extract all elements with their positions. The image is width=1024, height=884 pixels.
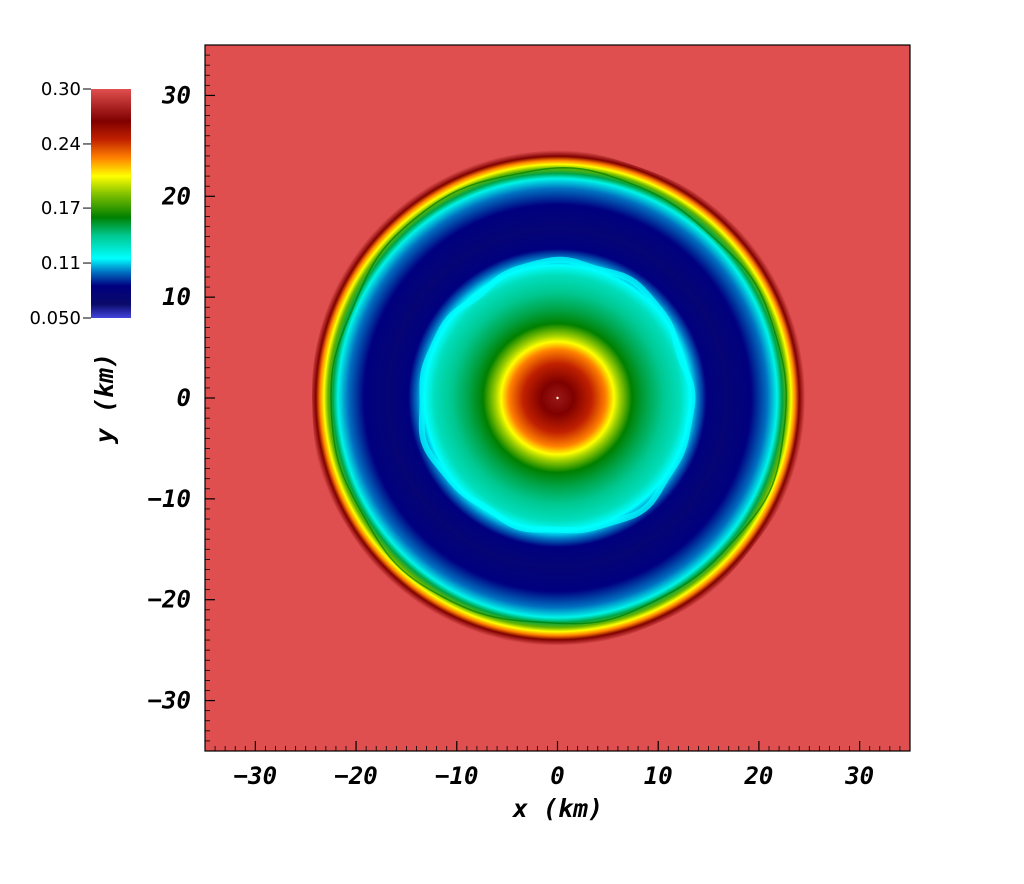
y-axis-ticks: −30 −20 −10 0 10 20 30 [148,81,215,715]
colorbar-gradient [91,89,131,318]
y-axis-title: y (km) [90,353,119,445]
colorbar-tick-label: 0.17 [41,198,81,219]
x-tick-label: 30 [844,762,874,790]
colorbar-tick-label: 0.11 [41,253,81,274]
plot-area: −30 −20 −10 0 10 20 30 −30 −20 −10 0 10 20 30 [148,44,911,790]
x-tick-label: −10 [435,762,478,790]
colorbar-tick-label: 0.24 [41,134,81,155]
x-tick-label: 0 [550,762,564,790]
x-axis-ticks: −30 −20 −10 0 10 20 30 [234,741,874,790]
y-tick-label: −20 [148,586,191,614]
colorbar-tick-label: 0.050 [29,308,81,329]
field-texture [330,167,787,625]
x-tick-label: −20 [334,762,377,790]
x-tick-label: 20 [743,762,773,790]
y-tick-label: −10 [148,485,191,513]
y-tick-label: 10 [162,283,191,311]
y-tick-label: 20 [161,182,191,210]
x-axis-title: x (km) [512,794,603,823]
y-tick-label: 30 [161,81,191,109]
y-tick-label: 0 [177,384,191,412]
minor-ticks [204,44,911,752]
y-tick-label: −30 [148,687,191,715]
colorbar-tick-label: 0.30 [41,79,81,100]
density-field [312,149,808,645]
front-contour [418,256,696,534]
x-tick-label: −30 [234,762,277,790]
outer-contour [330,167,787,625]
center-marker [556,396,559,400]
colorbar: 0.30 0.24 0.17 0.11 0.050 [29,79,131,329]
x-tick-label: 10 [644,762,673,790]
colorbar-ticks: 0.30 0.24 0.17 0.11 0.050 [29,79,91,329]
